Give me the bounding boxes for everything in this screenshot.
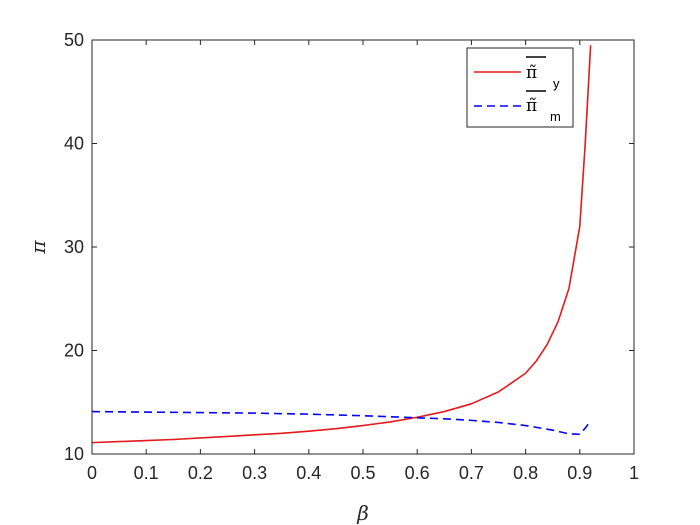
- y-tick-label: 10: [64, 444, 84, 464]
- legend-label-m-symbol: π̃: [526, 96, 537, 116]
- x-tick-label: 0.7: [459, 463, 484, 483]
- x-tick-label: 0.4: [296, 463, 321, 483]
- x-tick-label: 0: [87, 463, 97, 483]
- x-tick-label: 0.8: [513, 463, 538, 483]
- tick-layer: 0 0.1 0.2 0.3 0.4 0.5 0.6 0.7 0.8 0.9 1 10 20 30 40 50: [64, 30, 639, 483]
- y-tick-label: 40: [64, 134, 84, 154]
- y-axis-label: π: [26, 240, 50, 255]
- y-tick-label: 50: [64, 30, 84, 50]
- series-layer: [91, 45, 592, 444]
- x-tick-label: 0.5: [350, 463, 375, 483]
- legend-label-m-subscript: m: [550, 109, 561, 124]
- y-tick-label: 20: [64, 341, 84, 361]
- legend-label-y-symbol: π̃: [526, 63, 537, 83]
- x-tick-label: 0.3: [242, 463, 267, 483]
- y-tick-label: 30: [64, 237, 84, 257]
- x-axis-label: β: [356, 501, 369, 525]
- x-tick-label: 0.9: [567, 463, 592, 483]
- x-tick-label: 0.6: [405, 463, 430, 483]
- series-line-y: [91, 45, 592, 444]
- x-tick-label: 0.2: [188, 463, 213, 483]
- legend-box: [466, 47, 574, 128]
- series-line-m: [91, 410, 592, 436]
- x-tick-label: 0.1: [134, 463, 159, 483]
- legend-label-y-subscript: y: [553, 76, 560, 91]
- legend: π̃ y π̃ m: [466, 47, 574, 128]
- x-tick-label: 1: [629, 463, 639, 483]
